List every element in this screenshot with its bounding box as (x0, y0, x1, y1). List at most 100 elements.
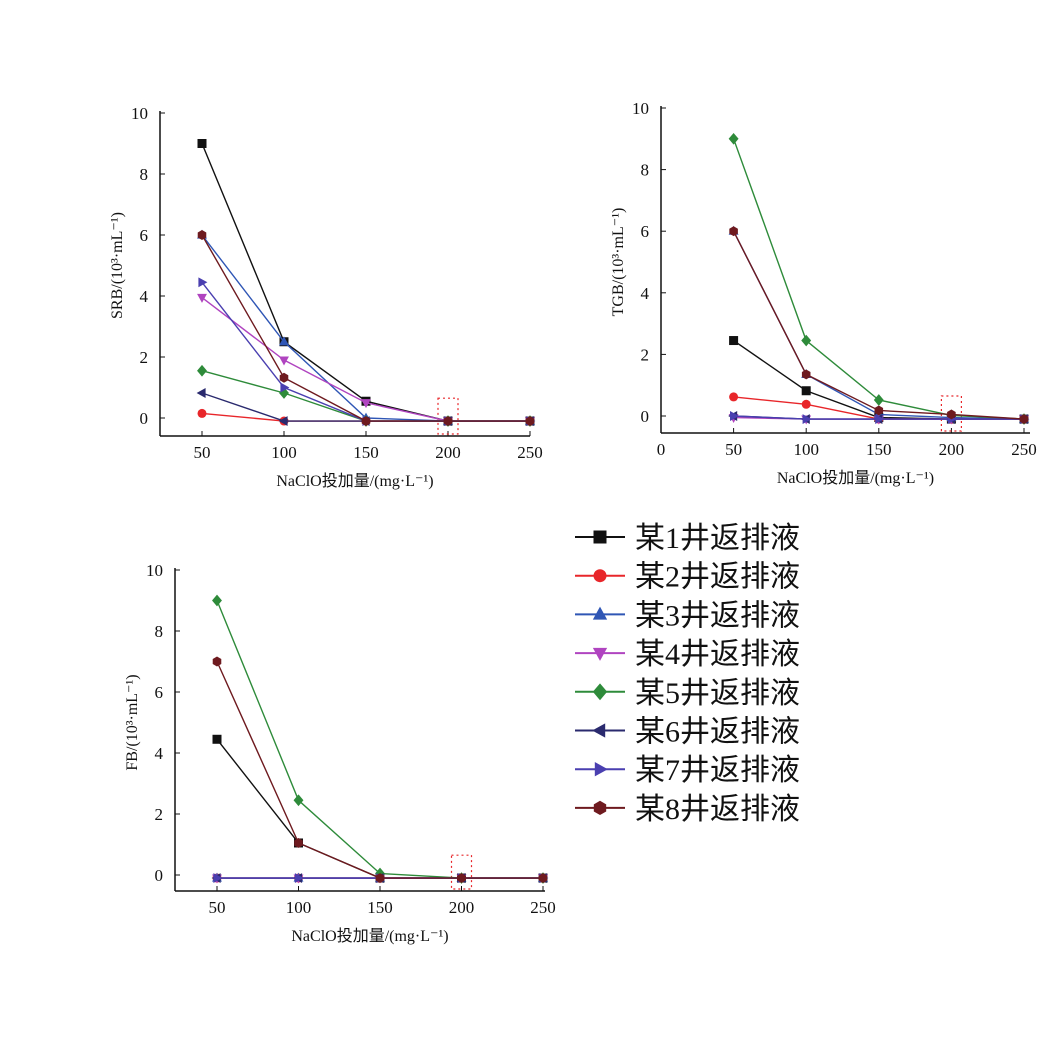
data-point-4 (361, 399, 371, 409)
legend-label: 某7井返排液 (635, 754, 800, 787)
data-point-8 (801, 369, 811, 380)
data-point-8 (294, 838, 303, 848)
y-tick-label: 6 (641, 222, 650, 241)
legend-item: 某5井返排液 (575, 677, 800, 710)
highlight-box (450, 854, 473, 890)
highlight-box (437, 397, 459, 435)
y-axis-label: FB/(10³·mL⁻¹) (124, 674, 141, 770)
x-tick-label: 250 (1011, 440, 1037, 459)
legend-marker (592, 647, 608, 661)
x-tick-label: 150 (367, 898, 393, 917)
y-tick-label: 8 (140, 165, 149, 184)
data-point-1 (212, 734, 222, 744)
legend-marker (592, 723, 606, 738)
data-point-8 (197, 230, 207, 240)
legend-label: 某6井返排液 (635, 716, 800, 749)
x-tick-label: 50 (209, 898, 226, 917)
y-tick-label: 2 (155, 805, 164, 824)
data-point-8 (457, 873, 466, 883)
data-point-1 (197, 139, 207, 148)
y-axis-label: TGB/(10³·mL⁻¹) (610, 208, 627, 317)
data-point-5 (293, 794, 304, 807)
y-tick-label: 2 (140, 348, 149, 367)
data-point-1 (729, 336, 739, 346)
series-line-5 (732, 138, 1025, 420)
data-point-8 (1019, 414, 1029, 425)
legend-item: 某1井返排液 (575, 522, 800, 555)
data-point-4 (197, 293, 207, 303)
data-point-5 (728, 132, 739, 145)
legend-item: 某3井返排液 (575, 599, 800, 632)
data-point-5 (197, 364, 207, 377)
data-point-8 (375, 873, 385, 883)
y-axis-label: SRB/(10³·mL⁻¹) (109, 212, 126, 319)
y-tick-label: 4 (641, 284, 650, 303)
legend-marker (593, 530, 607, 544)
legend-item: 某4井返排液 (575, 638, 800, 671)
data-point-7 (280, 382, 290, 393)
data-point-8 (538, 873, 548, 883)
x-tick-label: 150 (353, 443, 379, 462)
data-point-7 (875, 414, 885, 425)
legend-label: 某1井返排液 (635, 522, 800, 555)
y-tick-label: 0 (155, 866, 164, 885)
x-tick-label: 150 (866, 440, 892, 459)
y-tick-label: 6 (155, 683, 164, 702)
y-tick-label: 0 (641, 407, 650, 426)
data-point-7 (730, 411, 739, 421)
x-axis-label: NaClO投加量/(mg·L⁻¹) (291, 927, 448, 945)
legend-item: 某7井返排液 (575, 754, 800, 787)
y-tick-label: 8 (155, 622, 164, 641)
legend-marker (594, 762, 608, 777)
legend: 某1井返排液某2井返排液某3井返排液某4井返排液某5井返排液某6井返排液某7井返… (575, 522, 800, 826)
x-tick-label: 100 (793, 440, 819, 459)
series-line-8 (216, 661, 543, 879)
data-point-7 (294, 873, 304, 883)
data-point-5 (873, 394, 884, 406)
x-tick-label: 100 (271, 443, 297, 462)
legend-marker (592, 683, 608, 701)
chart-srb: 0 2 4 6 8 10 50 100 150 200 250 NaClO投加量/(mg·L⁻¹) SR… (109, 104, 543, 490)
data-point-1 (801, 386, 811, 396)
x-axis-label: NaClO投加量/(mg·L⁻¹) (276, 472, 433, 490)
data-point-8 (525, 416, 535, 426)
data-point-6 (278, 416, 288, 426)
data-point-8 (443, 416, 453, 426)
data-point-7 (802, 414, 812, 425)
x-tick-label: 50 (194, 443, 211, 462)
x-tick-label: 200 (449, 898, 475, 917)
data-point-8 (361, 416, 371, 426)
legend-label: 某3井返排液 (635, 599, 800, 632)
data-point-7 (213, 873, 223, 883)
legend-label: 某2井返排液 (635, 561, 800, 594)
data-point-8 (874, 405, 884, 416)
series-line-1 (216, 738, 543, 879)
data-point-5 (801, 334, 812, 347)
x-tick-label: 200 (939, 440, 965, 459)
y-tick-label: 4 (140, 287, 149, 306)
y-tick-label: 8 (641, 161, 650, 180)
legend-label: 某4井返排液 (635, 638, 800, 671)
chart-fb: 0 2 4 6 8 10 50 100 150 200 250 NaClO投加量/(mg·L⁻¹) FB… (124, 561, 556, 945)
data-point-3 (279, 336, 289, 346)
legend-marker (592, 606, 608, 620)
data-point-5 (212, 594, 222, 607)
legend-marker (593, 800, 607, 816)
data-point-2 (729, 392, 739, 402)
x-axis-label: NaClO投加量/(mg·L⁻¹) (777, 469, 934, 487)
x-tick-label: 200 (435, 443, 461, 462)
series-line-1 (201, 143, 530, 422)
legend-item: 某6井返排液 (575, 716, 800, 749)
legend-item: 某2井返排液 (575, 561, 800, 594)
x-tick-label: 100 (286, 898, 312, 917)
data-point-4 (279, 356, 289, 366)
y-tick-label: 10 (632, 99, 649, 118)
legend-item: 某8井返排液 (575, 793, 800, 826)
y-tick-label: 2 (641, 345, 650, 364)
data-point-6 (196, 388, 206, 398)
legend-label: 某5井返排液 (635, 677, 800, 710)
x-tick-label: 50 (725, 440, 742, 459)
